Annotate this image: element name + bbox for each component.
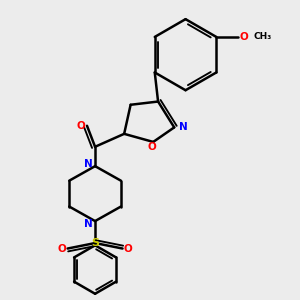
Text: CH₃: CH₃: [254, 32, 272, 41]
Text: N: N: [179, 122, 188, 132]
Text: N: N: [84, 159, 92, 169]
Text: S: S: [91, 238, 99, 248]
Text: O: O: [124, 244, 133, 254]
Text: O: O: [239, 32, 248, 42]
Text: O: O: [76, 121, 85, 131]
Text: O: O: [57, 244, 66, 254]
Text: N: N: [84, 219, 92, 229]
Text: O: O: [147, 142, 156, 152]
